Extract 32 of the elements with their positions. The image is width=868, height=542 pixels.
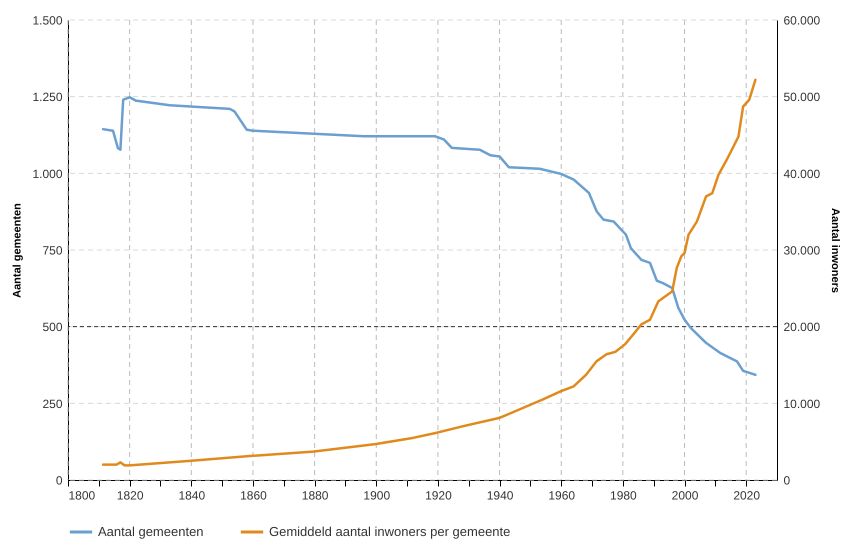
x-tick-label: 1980 xyxy=(610,488,638,502)
y-tick-label: 1.500 xyxy=(32,14,63,28)
y2-tick-label: 20.000 xyxy=(784,320,821,334)
y2-axis-title: Aantal inwoners xyxy=(829,208,842,293)
x-tick-label: 2000 xyxy=(672,488,699,502)
x-tick-label: 1920 xyxy=(425,488,452,502)
x-tick-label: 1880 xyxy=(302,488,329,502)
y-tick-label: 250 xyxy=(42,396,63,411)
y2-tick-label: 30.000 xyxy=(784,244,821,258)
x-tick-label: 1800 xyxy=(68,488,96,502)
x-tick-label: 1860 xyxy=(240,488,268,502)
line-series xyxy=(102,78,757,467)
y-axis-title: Aantal gemeenten xyxy=(11,202,24,298)
legend-label: Gemiddeld aantal inwoners per gemeente xyxy=(269,524,510,539)
y-tick-label: 500 xyxy=(42,320,63,334)
x-tick-label: 2020 xyxy=(733,488,760,502)
x-tick-label: 1840 xyxy=(178,488,206,502)
y2-tick-label: 50.000 xyxy=(784,90,821,104)
x-tick-label: 1960 xyxy=(548,488,576,502)
y2-tick-label: 0 xyxy=(784,474,790,488)
y2-tick-label: 10.000 xyxy=(784,396,821,411)
y-tick-label: 1.250 xyxy=(32,90,63,104)
x-tick-label: 1900 xyxy=(363,488,390,502)
y2-tick-label: 40.000 xyxy=(784,166,821,181)
line-series xyxy=(102,96,757,376)
y-tick-label: 1.000 xyxy=(32,166,63,181)
y-tick-label: 0 xyxy=(56,474,63,488)
y-tick-label: 750 xyxy=(42,244,63,258)
x-tick-label: 1940 xyxy=(486,488,514,502)
legend-label: Aantal gemeenten xyxy=(98,524,204,539)
y2-tick-label: 60.000 xyxy=(784,14,821,28)
x-tick-label: 1820 xyxy=(116,488,144,502)
